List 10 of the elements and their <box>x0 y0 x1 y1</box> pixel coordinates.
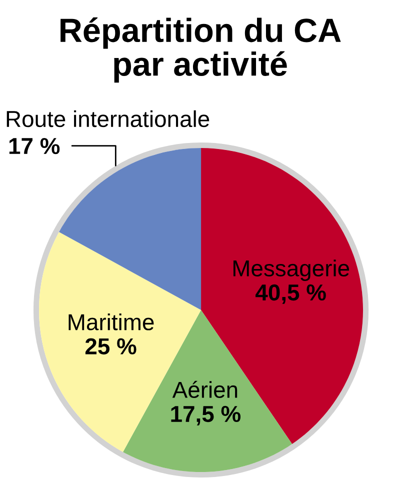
data-label: 25 % <box>85 338 136 354</box>
pie-slice <box>59 148 202 310</box>
slice-label: Maritime <box>68 313 154 330</box>
data-label: 17,5 % <box>171 406 241 426</box>
chart-title: Répartition du CA par activité <box>60 17 341 83</box>
data-label: 40,5 % <box>256 284 326 304</box>
slice-label: Aérien <box>172 380 238 398</box>
slice-label: Messagerie <box>233 260 350 281</box>
data-label: 17 % <box>9 138 60 154</box>
slice-label: Route internationale <box>6 110 210 128</box>
